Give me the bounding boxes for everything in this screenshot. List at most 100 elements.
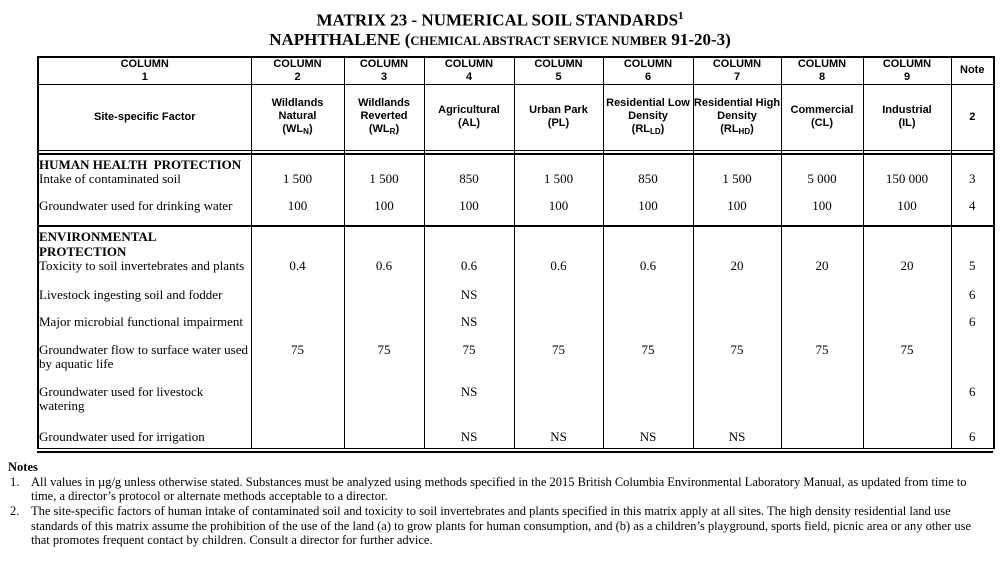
value-cell [250,413,345,450]
factor-cell: Groundwater used for drinking water [37,186,252,227]
value-cell: 75 [862,329,952,372]
value-cell: 75 [513,329,604,372]
land-use-name: Wildlands Reverted [358,97,410,123]
land-use-code: (PL) [547,116,570,129]
table-row: ENVIRONMENTAL PROTECTION Toxicity to soi… [37,225,995,274]
value-cell [780,413,864,450]
land-use-name: Residential Low Density [606,97,690,123]
note-column-header: Note [950,56,995,86]
col-word: COLUMN [623,57,673,70]
value-cell [343,413,425,450]
value-cell [692,371,782,414]
notes-section: Notes 1. All values in µg/g unless other… [8,460,990,548]
notes-heading: Notes [8,460,38,475]
value-cell: 100 [250,186,345,227]
note-cell: 6 [950,371,995,414]
table-row: Groundwater used for drinking water 100 … [37,186,995,227]
note-cell [950,329,995,372]
note-item-2: 2. The site-specific factors of human in… [8,504,990,548]
value-cell: 100 [692,186,782,227]
value-cell: 100 [862,186,952,227]
note-text: The site-specific factors of human intak… [31,503,972,548]
land-use-agricultural: Agricultural (AL) [423,84,515,152]
land-use-residential-high: Residential High Density (RLHD) [692,84,782,152]
col-word: COLUMN [712,57,762,70]
column-number-header-row: COLUMN 1 COLUMN 2 COLUMN 3 COLUMN 4 COLUMN 5 … [37,56,995,86]
land-use-name: Agricultural [438,103,500,116]
land-use-wildlands-natural: Wildlands Natural (WLN) [250,84,345,152]
chemical-name: NAPHTHALENE ( [269,29,411,49]
value-cell: 1 500 [513,152,604,187]
value-cell: 20 [780,225,864,274]
value-cell [250,302,345,330]
table-row: HUMAN HEALTH PROTECTION Intake of contam… [37,152,995,187]
matrix-title: MATRIX 23 - NUMERICAL SOIL STANDARDS1 [0,7,1000,30]
value-cell [343,273,425,303]
factor-cell: HUMAN HEALTH PROTECTION Intake of contam… [37,152,252,187]
note-item-1: 1. All values in µg/g unless otherwise s… [8,475,990,504]
col-num: 6 [644,70,652,83]
cas-number: 91-20-3) [667,29,731,49]
land-use-residential-low: Residential Low Density (RLLD) [602,84,694,152]
value-cell [250,273,345,303]
site-specific-factor-header: Site-specific Factor [37,84,252,152]
value-cell: 150 000 [862,152,952,187]
land-use-urban-park: Urban Park (PL) [513,84,604,152]
land-use-name: Urban Park [529,103,588,116]
factor-note-ref: 2 [950,84,995,152]
land-use-code: (WLR) [368,123,400,137]
value-cell: 0.6 [602,225,694,274]
col-header-6: COLUMN 6 [602,56,694,86]
value-cell [692,302,782,330]
col-header-5: COLUMN 5 [513,56,604,86]
col-num: 8 [818,70,826,83]
col-header-8: COLUMN 8 [780,56,864,86]
factor-cell: Major microbial functional impairment [37,302,252,330]
value-cell [862,273,952,303]
value-cell [862,371,952,414]
col-header-1: COLUMN 1 [37,56,252,86]
value-cell: 100 [423,186,515,227]
factor-label: Toxicity to soil invertebrates and plant… [39,258,245,274]
value-cell [343,302,425,330]
value-cell [602,302,694,330]
col-word: COLUMN [534,57,583,70]
value-cell [862,302,952,330]
value-cell: 0.6 [343,225,425,274]
value-cell: NS [602,413,694,450]
value-cell [602,273,694,303]
col-header-9: COLUMN 9 [862,56,952,86]
note-cell: 6 [950,273,995,303]
value-cell [780,302,864,330]
land-use-name: Commercial [790,103,854,116]
col-header-3: COLUMN 3 [343,56,425,86]
value-cell [513,302,604,330]
value-cell [250,371,345,414]
col-num: 1 [141,70,148,83]
col-word: COLUMN [359,57,409,70]
value-cell [513,371,604,414]
note-cell: 5 [950,225,995,274]
value-cell [343,371,425,414]
col-word: COLUMN [273,57,322,70]
value-cell: 1 500 [343,152,425,187]
value-cell: 1 500 [692,152,782,187]
value-cell: NS [423,273,515,303]
table-row: Livestock ingesting soil and fodder NS 6 [37,273,995,303]
value-cell: 20 [862,225,952,274]
col-header-7: COLUMN 7 [692,56,782,86]
matrix-title-text: MATRIX 23 - NUMERICAL SOIL STANDARDS [316,10,679,30]
soil-standards-table: COLUMN 1 COLUMN 2 COLUMN 3 COLUMN 4 COLUMN 5 … [37,55,995,450]
land-use-commercial: Commercial (CL) [780,84,864,152]
factor-cell: Groundwater used for livestock watering [37,371,252,414]
land-use-name: Industrial [882,103,932,116]
land-use-name: Wildlands Natural [271,97,324,123]
col-word: COLUMN [444,57,494,70]
section-heading-environmental: ENVIRONMENTAL PROTECTION [39,229,157,259]
table-bottom-border [37,451,993,454]
note-number: 1. [10,474,20,489]
table-row: Groundwater used for livestock watering … [37,371,995,414]
table-row: Major microbial functional impairment NS… [37,302,995,330]
note-text: All values in µg/g unless otherwise stat… [31,474,967,504]
